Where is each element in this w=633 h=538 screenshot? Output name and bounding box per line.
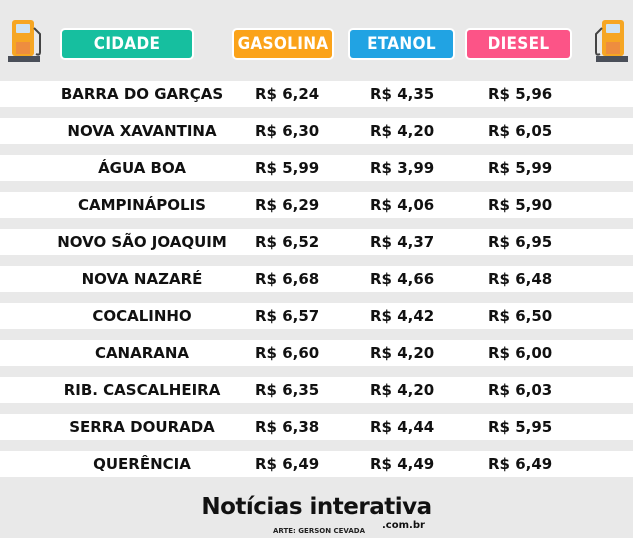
etanol-cell: R$ 4,06 — [370, 196, 435, 214]
city-cell: RIB. CASCALHEIRA — [63, 381, 221, 399]
city-cell: QUERÊNCIA — [93, 455, 191, 473]
city-cell: NOVA XAVANTINA — [67, 122, 217, 140]
city-cell: SERRA DOURADA — [69, 418, 215, 436]
city-cell: BARRA DO GARÇAS — [60, 85, 224, 103]
diesel-cell: R$ 6,49 — [488, 455, 553, 473]
etanol-cell: R$ 4,37 — [370, 233, 435, 251]
etanol-cell: R$ 3,99 — [370, 159, 435, 177]
table-row: CANARANA R$ 6,60 R$ 4,20 R$ 6,00 — [0, 340, 633, 366]
art-credit: ARTE: GERSON CEVADA — [273, 527, 365, 535]
etanol-cell: R$ 4,35 — [370, 85, 435, 103]
diesel-cell: R$ 5,95 — [488, 418, 553, 436]
table-row: BARRA DO GARÇAS R$ 6,24 R$ 4,35 R$ 5,96 — [0, 81, 633, 107]
table-row: CAMPINÁPOLIS R$ 6,29 R$ 4,06 R$ 5,90 — [0, 192, 633, 218]
diesel-cell: R$ 6,95 — [488, 233, 553, 251]
etanol-cell: R$ 4,44 — [370, 418, 435, 436]
gasolina-cell: R$ 6,24 — [255, 85, 320, 103]
diesel-cell: R$ 6,05 — [488, 122, 553, 140]
gasolina-cell: R$ 6,57 — [255, 307, 320, 325]
gasolina-cell: R$ 6,30 — [255, 122, 320, 140]
table-row: QUERÊNCIA R$ 6,49 R$ 4,49 R$ 6,49 — [0, 451, 633, 477]
diesel-cell: R$ 5,96 — [488, 85, 553, 103]
diesel-cell: R$ 6,50 — [488, 307, 553, 325]
etanol-cell: R$ 4,66 — [370, 270, 435, 288]
logo-text: Notícias interativa — [201, 494, 432, 520]
table-row: RIB. CASCALHEIRA R$ 6,35 R$ 4,20 R$ 6,03 — [0, 377, 633, 403]
table-row: NOVO SÃO JOAQUIM R$ 6,52 R$ 4,37 R$ 6,95 — [0, 229, 633, 255]
fuel-pump-icon — [8, 20, 41, 62]
etanol-cell: R$ 4,49 — [370, 455, 435, 473]
etanol-cell: R$ 4,20 — [370, 381, 435, 399]
diesel-cell: R$ 6,03 — [488, 381, 553, 399]
gasolina-cell: R$ 6,52 — [255, 233, 320, 251]
gasolina-cell: R$ 6,35 — [255, 381, 320, 399]
table-row: COCALINHO R$ 6,57 R$ 4,42 R$ 6,50 — [0, 303, 633, 329]
city-cell: ÁGUA BOA — [98, 159, 186, 177]
city-cell: COCALINHO — [92, 307, 192, 325]
table-row: ÁGUA BOA R$ 5,99 R$ 3,99 R$ 5,99 — [0, 155, 633, 181]
header-cidade: CIDADE — [62, 30, 192, 58]
header-gasolina: GASOLINA — [234, 30, 332, 58]
logo: Notícias interativa — [0, 494, 633, 520]
table-row: NOVA NAZARÉ R$ 6,68 R$ 4,66 R$ 6,48 — [0, 266, 633, 292]
diesel-cell: R$ 5,99 — [488, 159, 553, 177]
etanol-cell: R$ 4,42 — [370, 307, 435, 325]
city-cell: CANARANA — [94, 344, 190, 362]
etanol-cell: R$ 4,20 — [370, 122, 435, 140]
city-cell: NOVA NAZARÉ — [81, 270, 203, 288]
diesel-cell: R$ 6,00 — [488, 344, 553, 362]
gasolina-cell: R$ 6,60 — [255, 344, 320, 362]
table-row: NOVA XAVANTINA R$ 6,30 R$ 4,20 R$ 6,05 — [0, 118, 633, 144]
city-cell: CAMPINÁPOLIS — [78, 196, 206, 214]
gasolina-cell: R$ 6,29 — [255, 196, 320, 214]
etanol-cell: R$ 4,20 — [370, 344, 435, 362]
gasolina-cell: R$ 6,68 — [255, 270, 320, 288]
fuel-pump-icon — [595, 20, 628, 62]
table-row: SERRA DOURADA R$ 6,38 R$ 4,44 R$ 5,95 — [0, 414, 633, 440]
gasolina-cell: R$ 6,49 — [255, 455, 320, 473]
header-diesel: DIESEL — [467, 30, 570, 58]
logo-site: .com.br — [382, 520, 425, 531]
diesel-cell: R$ 6,48 — [488, 270, 553, 288]
gasolina-cell: R$ 5,99 — [255, 159, 320, 177]
diesel-cell: R$ 5,90 — [488, 196, 553, 214]
city-cell: NOVO SÃO JOAQUIM — [57, 233, 227, 251]
gasolina-cell: R$ 6,38 — [255, 418, 320, 436]
header-etanol: ETANOL — [350, 30, 453, 58]
